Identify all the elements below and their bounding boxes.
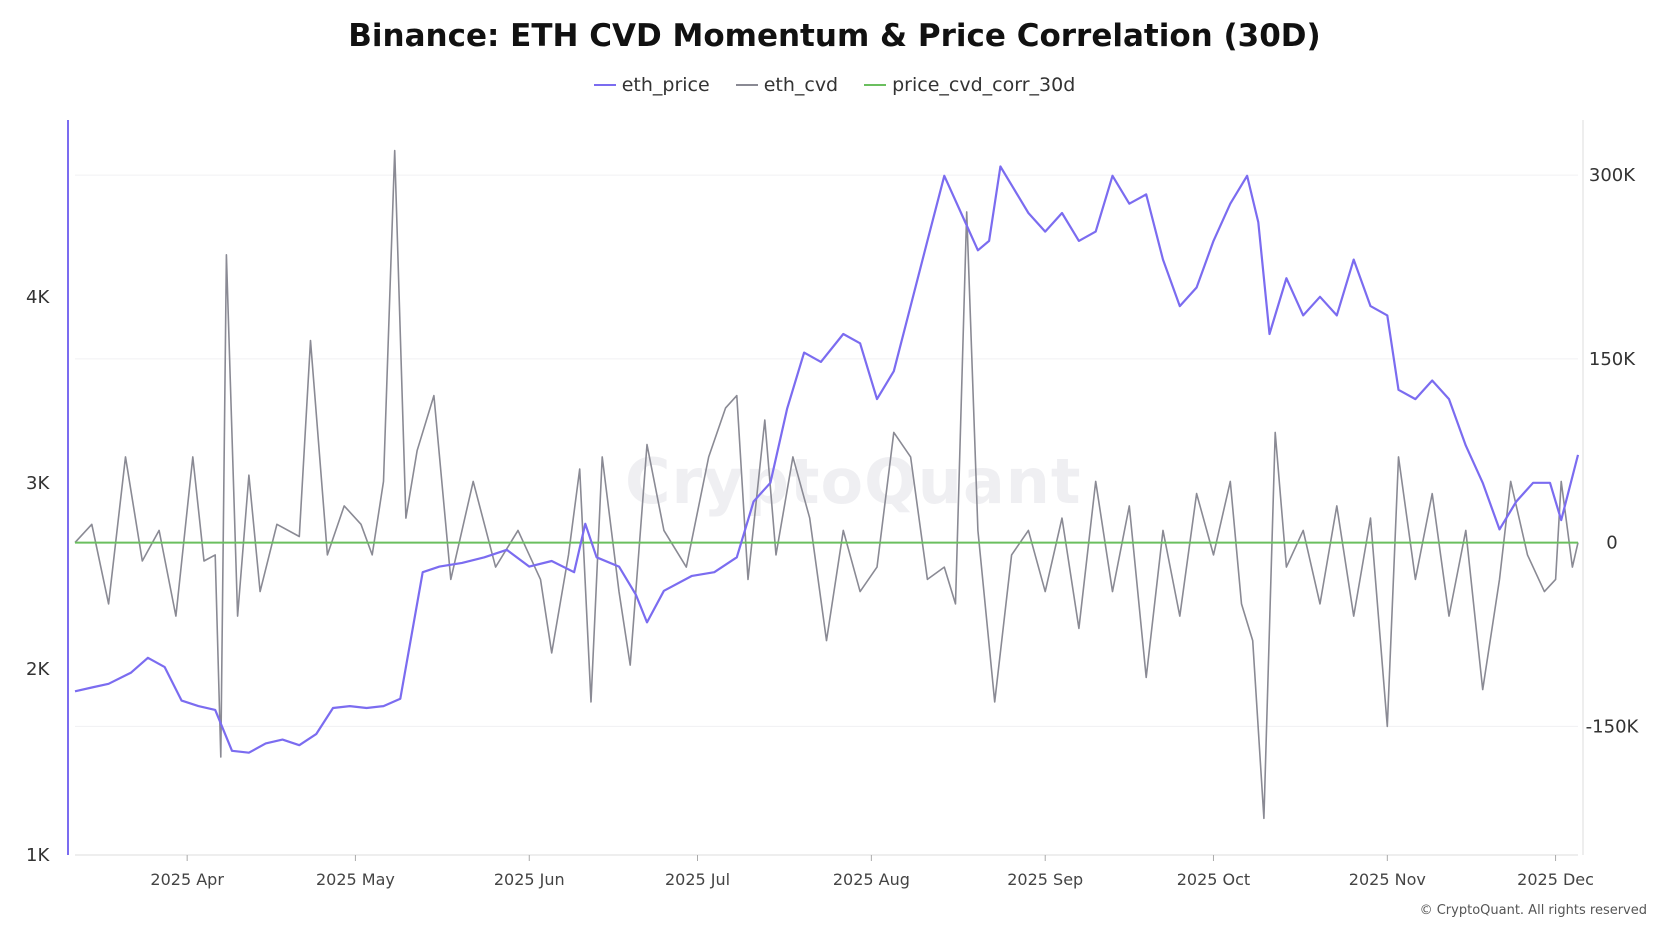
series-line-eth-price [74, 165, 1580, 754]
series-layer [74, 149, 1580, 820]
legend-label-price-cvd-corr: price_cvd_corr_30d [892, 74, 1076, 96]
legend-item-price-cvd-corr[interactable]: price_cvd_corr_30d [864, 74, 1075, 96]
x-tick-label: 2025 Aug [833, 870, 910, 889]
chart-title: Binance: ETH CVD Momentum & Price Correl… [348, 18, 1321, 54]
legend-swatch-eth-price [593, 84, 616, 86]
x-tick-label: 2025 Oct [1177, 870, 1250, 889]
y-right-tick-label: 150K [1589, 349, 1636, 370]
legend-label-eth-cvd: eth_cvd [763, 74, 839, 96]
copyright-text: © CryptoQuant. All rights reserved [1419, 903, 1647, 918]
legend-swatch-price-cvd-corr [864, 84, 887, 86]
label-layer: 2025 Apr 2025 May 2025 Jun 2025 Jul 2025 Aug… [26, 165, 1640, 889]
x-tick-label: 2025 Dec [1517, 870, 1594, 889]
y-left-tick-label: 2K [26, 659, 50, 680]
x-tick-label: 2025 Nov [1349, 870, 1426, 889]
x-tick-label: 2025 May [316, 870, 395, 889]
y-right-tick-label: 300K [1589, 165, 1636, 186]
grid-layer [75, 174, 1578, 727]
axis-layer [67, 120, 1584, 861]
x-tick-label: 2025 Jun [494, 870, 565, 889]
legend-label-eth-price: eth_price [621, 74, 710, 96]
legend: eth_price eth_cvd price_cvd_corr_30d [0, 74, 1669, 96]
legend-item-eth-cvd[interactable]: eth_cvd [735, 74, 839, 96]
x-tick-label: 2025 Apr [150, 870, 224, 889]
legend-item-eth-price[interactable]: eth_price [593, 74, 710, 96]
x-tick-label: 2025 Jul [665, 870, 730, 889]
legend-swatch-eth-cvd [735, 84, 758, 86]
y-right-tick-label: 0 [1606, 533, 1617, 554]
y-right-tick-label: -150K [1586, 716, 1640, 737]
series-line-eth-cvd [74, 149, 1579, 820]
y-left-tick-label: 1K [26, 845, 50, 866]
watermark: CryptoQuant [625, 445, 1082, 518]
x-tick-label: 2025 Sep [1007, 870, 1083, 889]
y-left-tick-label: 4K [26, 287, 50, 308]
y-left-tick-label: 3K [26, 473, 50, 494]
